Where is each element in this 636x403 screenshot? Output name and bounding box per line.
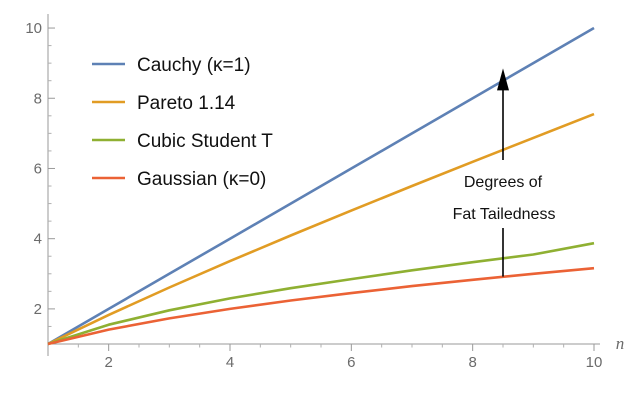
legend: Cauchy (κ=1) Pareto 1.14 Cubic Student T Ga… xyxy=(92,55,273,190)
series-line-2 xyxy=(47,241,595,346)
axes: 2 4 6 8 10 2 4 6 8 10 n xyxy=(25,14,624,371)
y-tick-label: 6 xyxy=(34,160,42,177)
legend-label-3: Gaussian (κ=0) xyxy=(137,169,266,190)
series-line-3 xyxy=(47,266,595,346)
y-tick-label: 8 xyxy=(34,90,42,107)
x-tick-label: 10 xyxy=(586,354,603,371)
legend-label-1: Pareto 1.14 xyxy=(137,93,236,114)
y-tick-label: 4 xyxy=(34,231,42,248)
x-axis-label: n xyxy=(616,334,625,353)
arrow-head xyxy=(497,68,509,91)
y-tick-label: 2 xyxy=(34,301,42,318)
x-tick-label: 8 xyxy=(468,354,476,371)
annotation-line-1: Degrees of xyxy=(464,174,543,191)
x-tick-label: 2 xyxy=(104,354,112,371)
series-line-1 xyxy=(47,112,595,346)
annotation-line-2: Fat Tailedness xyxy=(453,206,556,223)
y-tick-label: 10 xyxy=(25,20,42,37)
legend-label-0: Cauchy (κ=1) xyxy=(137,55,251,76)
annotation: Degrees of Fat Tailedness xyxy=(453,68,556,277)
x-tick-label: 6 xyxy=(347,354,355,371)
x-tick-label: 4 xyxy=(226,354,234,371)
legend-label-2: Cubic Student T xyxy=(137,131,273,152)
